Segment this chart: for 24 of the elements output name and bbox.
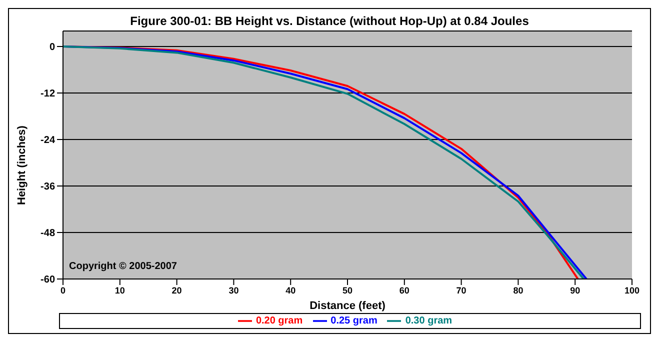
annotation: Copyright © 2005-2007 — [69, 261, 177, 272]
x-tick-label: 100 — [624, 285, 640, 296]
x-tick-label: 60 — [399, 285, 410, 296]
x-tick-label: 70 — [456, 285, 466, 296]
legend-label: 0.25 gram — [330, 316, 378, 327]
y-tick-label: -12 — [40, 88, 56, 100]
x-tick-label: 20 — [172, 285, 182, 296]
y-axis-title: Height (inches) — [16, 125, 28, 205]
y-tick-label: -24 — [40, 135, 56, 146]
legend-label: 0.30 gram — [405, 316, 452, 327]
y-tick-label: -60 — [40, 274, 56, 286]
y-tick-label: 0 — [49, 42, 56, 54]
x-tick-label: 10 — [114, 285, 125, 296]
x-tick-label: 80 — [513, 285, 524, 296]
x-tick-label: 90 — [570, 285, 580, 296]
y-tick-label: -48 — [40, 228, 56, 240]
x-tick-label: 30 — [228, 285, 239, 296]
x-axis-title: Distance (feet) — [310, 300, 386, 312]
x-tick-label: 40 — [286, 285, 296, 296]
y-tick-label: -36 — [40, 182, 56, 193]
chart-title: Figure 300-01: BB Height vs. Distance (without Hop-Up) at 0.84 Joules — [129, 14, 530, 28]
legend-label: 0.20 gram — [256, 316, 303, 327]
x-tick-label: 0 — [60, 285, 66, 296]
x-tick-label: 50 — [342, 285, 353, 296]
